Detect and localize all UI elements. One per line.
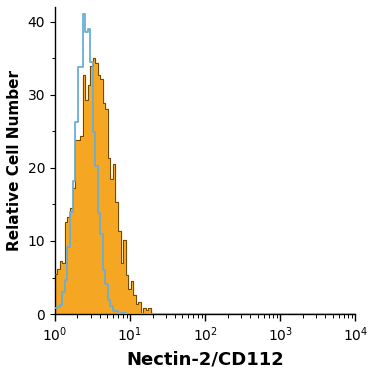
Y-axis label: Relative Cell Number: Relative Cell Number xyxy=(7,70,22,251)
X-axis label: Nectin-2/CD112: Nectin-2/CD112 xyxy=(126,350,284,368)
